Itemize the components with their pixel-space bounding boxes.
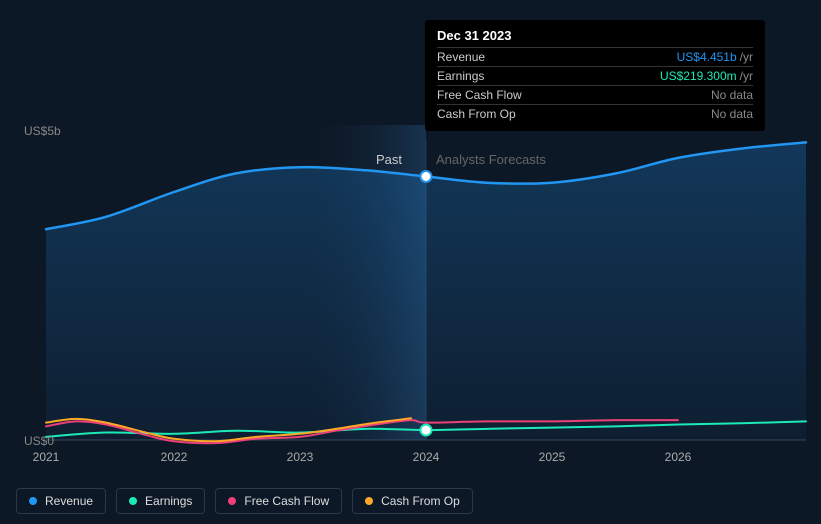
legend-item-fcf[interactable]: Free Cash Flow <box>215 488 342 514</box>
legend-label: Earnings <box>145 494 192 508</box>
legend-dot-icon <box>365 497 373 505</box>
x-axis-label: 2022 <box>161 450 188 464</box>
legend-item-earnings[interactable]: Earnings <box>116 488 205 514</box>
x-axis-label: 2025 <box>539 450 566 464</box>
y-axis-label-zero: US$0 <box>24 434 54 448</box>
legend-dot-icon <box>228 497 236 505</box>
section-label-forecast: Analysts Forecasts <box>436 152 546 167</box>
legend-dot-icon <box>29 497 37 505</box>
tooltip-row: Free Cash Flow No data <box>437 85 753 104</box>
tooltip-value: No data <box>711 107 753 121</box>
x-axis-labels: 2021 2022 2023 2024 2025 2026 <box>16 450 806 470</box>
legend-label: Free Cash Flow <box>244 494 329 508</box>
tooltip-row: Cash From Op No data <box>437 104 753 123</box>
chart-tooltip: Dec 31 2023 Revenue US$4.451b/yr Earnings U… <box>425 20 765 131</box>
tooltip-value: US$219.300m/yr <box>660 69 753 83</box>
tooltip-row: Revenue US$4.451b/yr <box>437 47 753 66</box>
chart-legend: Revenue Earnings Free Cash Flow Cash From O… <box>16 488 473 514</box>
x-axis-label: 2026 <box>665 450 692 464</box>
tooltip-label: Cash From Op <box>437 107 516 121</box>
y-axis-label-max: US$5b <box>24 124 61 138</box>
legend-item-revenue[interactable]: Revenue <box>16 488 106 514</box>
tooltip-label: Free Cash Flow <box>437 88 522 102</box>
legend-label: Revenue <box>45 494 93 508</box>
legend-item-cfo[interactable]: Cash From Op <box>352 488 473 514</box>
legend-dot-icon <box>129 497 137 505</box>
tooltip-value: No data <box>711 88 753 102</box>
tooltip-date: Dec 31 2023 <box>437 28 753 43</box>
tooltip-value: US$4.451b/yr <box>677 50 753 64</box>
x-axis-label: 2023 <box>287 450 314 464</box>
section-label-past: Past <box>376 152 402 167</box>
x-axis-label: 2024 <box>413 450 440 464</box>
x-axis-label: 2021 <box>33 450 60 464</box>
tooltip-row: Earnings US$219.300m/yr <box>437 66 753 85</box>
tooltip-label: Revenue <box>437 50 485 64</box>
tooltip-label: Earnings <box>437 69 484 83</box>
legend-label: Cash From Op <box>381 494 460 508</box>
